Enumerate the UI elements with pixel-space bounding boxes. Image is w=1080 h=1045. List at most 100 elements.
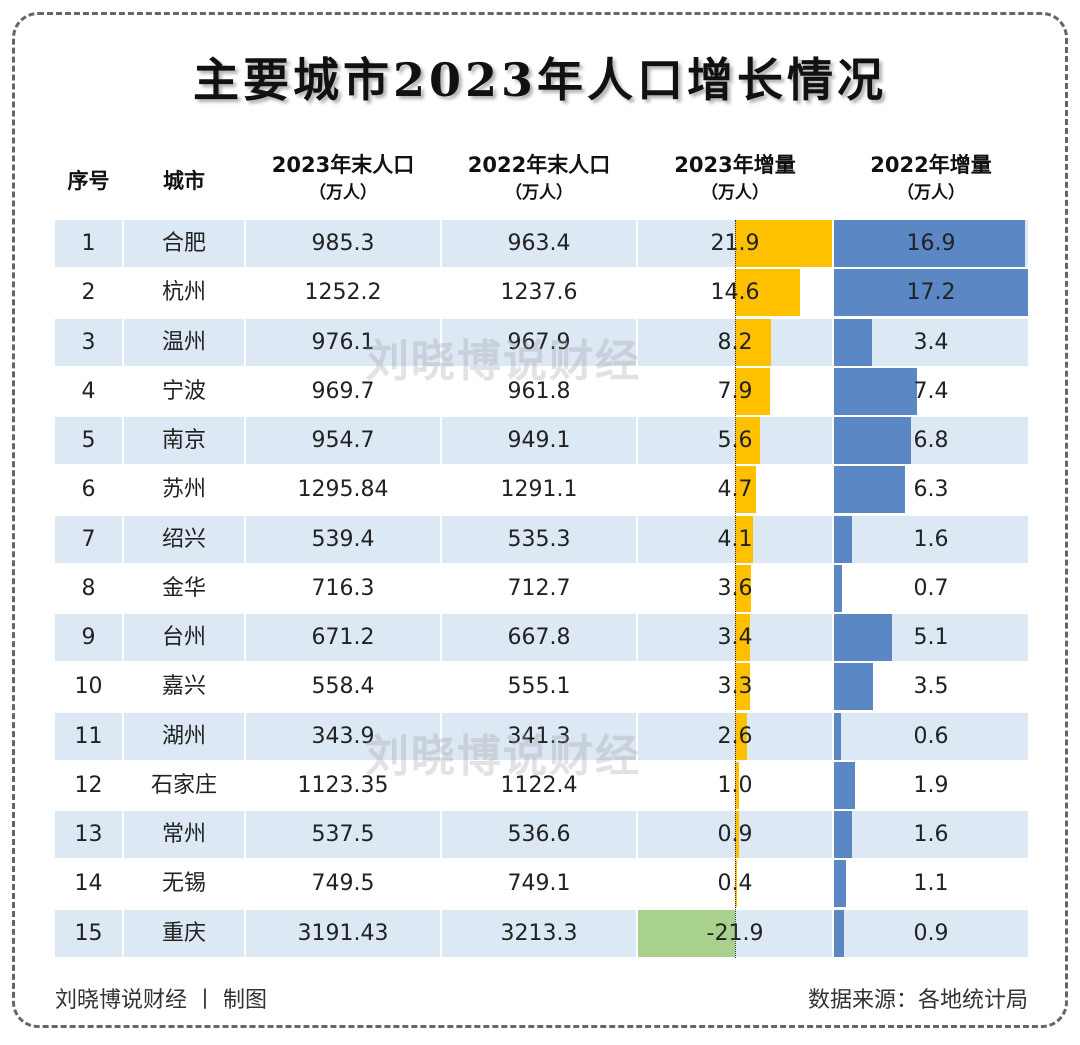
cell-pop-2023: 671.2 [311, 625, 375, 650]
row-band [55, 614, 122, 661]
row-band [124, 318, 244, 366]
row-band [55, 318, 122, 366]
bar-2023-increase [735, 564, 751, 612]
cell-rank: 9 [81, 625, 96, 650]
table-row: 6 苏州 1295.84 1291.1 4.7 6.3 [55, 466, 1028, 514]
cell-increase-2022: 1.6 [913, 822, 949, 847]
cell-city: 台州 [161, 625, 206, 650]
row-band [442, 318, 636, 366]
row-band [442, 417, 636, 464]
cell-pop-2023: 537.5 [311, 822, 375, 847]
cell-city: 石家庄 [150, 772, 217, 798]
table-row: 12 石家庄 1123.35 1122.4 1.0 1.9 [55, 761, 1028, 809]
table-row: 8 金华 716.3 712.7 3.6 0.7 [55, 564, 1028, 612]
cell-pop-2023: 558.4 [311, 674, 375, 700]
cell-pop-2023: 343.9 [311, 723, 375, 749]
row-band [246, 614, 440, 661]
row-band [246, 220, 440, 267]
row-band [442, 614, 636, 661]
cell-increase-2022: 6.8 [913, 428, 949, 453]
column-header-unit: （万人） [309, 183, 377, 203]
row-band [55, 515, 122, 563]
row-band [442, 811, 636, 858]
bar-2022-increase [834, 367, 918, 415]
cell-pop-2022: 1122.4 [500, 772, 578, 798]
bar-2022-increase [834, 761, 856, 809]
bar-2023-increase [735, 466, 756, 514]
cell-pop-2022: 961.8 [507, 378, 571, 404]
bar-2022-increase [834, 515, 853, 563]
bar-2022-increase [834, 417, 911, 464]
row-band [246, 318, 440, 366]
cell-rank: 15 [74, 920, 103, 946]
cell-pop-2022: 535.3 [507, 526, 571, 552]
cell-pop-2023: 969.7 [311, 378, 375, 404]
cell-pop-2022: 1291.1 [500, 477, 578, 503]
cell-rank: 8 [81, 575, 96, 601]
cell-rank: 14 [74, 871, 103, 897]
cell-city: 合肥 [161, 231, 206, 256]
zero-axis-line [735, 220, 736, 958]
cell-increase-2022: 3.5 [913, 674, 949, 700]
page-title: 主要城市2023年人口增长情况 [192, 53, 888, 107]
cell-pop-2023: 539.4 [311, 526, 375, 552]
cell-city: 南京 [161, 428, 206, 453]
cell-city: 苏州 [161, 477, 206, 503]
cell-increase-2023: 21.9 [710, 231, 760, 256]
row-band [246, 811, 440, 858]
column-header-unit: （万人） [505, 183, 573, 203]
cell-rank: 11 [74, 723, 103, 749]
table-row: 15 重庆 3191.43 3213.3 -21.9 0.9 [55, 909, 1028, 957]
bar-2023-increase [735, 663, 750, 711]
cell-pop-2022: 341.3 [507, 723, 571, 749]
cell-rank: 6 [81, 477, 96, 503]
bar-2022-increase [834, 220, 1025, 267]
cell-pop-2022: 667.8 [507, 625, 571, 650]
table-row: 5 南京 954.7 949.1 5.6 6.8 [55, 417, 1028, 464]
row-band [834, 811, 1028, 858]
row-band [124, 712, 244, 760]
bar-2022-increase [834, 466, 906, 514]
cell-increase-2022: 16.9 [906, 231, 956, 256]
cell-increase-2023: 14.6 [710, 280, 760, 306]
bar-2023-increase [735, 614, 751, 661]
cell-rank: 10 [74, 674, 103, 700]
bar-2023-increase [735, 367, 770, 415]
bar-2022-increase [834, 860, 847, 908]
cell-pop-2022: 712.7 [507, 575, 571, 601]
bar-2023-increase [735, 318, 772, 366]
table-row: 11 湖州 343.9 341.3 2.6 0.6 [55, 712, 1028, 760]
footer-credit: 刘晓博说财经 丨 制图 [55, 988, 267, 1013]
cell-pop-2023: 976.1 [311, 329, 375, 355]
cell-city: 无锡 [161, 871, 206, 897]
cell-increase-2022: 3.4 [913, 329, 949, 355]
cell-pop-2023: 954.7 [311, 428, 375, 453]
row-band [834, 515, 1028, 563]
bar-2023-increase [735, 712, 747, 760]
bar-2023-increase [735, 417, 760, 464]
cell-pop-2023: 1123.35 [297, 772, 389, 798]
column-header: 序号 [55, 166, 122, 196]
column-header: 2023年增量 （万人） [638, 150, 832, 206]
cell-increase-2022: 1.6 [913, 526, 949, 552]
bar-2022-increase [834, 712, 841, 760]
footer-source: 数据来源：各地统计局 [807, 988, 1028, 1013]
dashed-frame [12, 12, 1068, 1028]
row-band [246, 417, 440, 464]
column-header-title: 2023年末人口 [271, 153, 415, 177]
bar-2022-increase [834, 811, 853, 858]
bar-2023-increase [735, 220, 832, 267]
cell-increase-2022: 0.7 [913, 575, 949, 601]
row-band [442, 515, 636, 563]
cell-pop-2023: 716.3 [311, 575, 375, 601]
bar-2022-increase [834, 909, 845, 957]
bar-2023-increase [735, 811, 739, 858]
bar-2022-increase [834, 663, 874, 711]
row-band [55, 712, 122, 760]
table-row: 3 温州 976.1 967.9 8.2 3.4 [55, 318, 1028, 366]
bar-2022-increase [834, 614, 892, 661]
cell-increase-2022: 0.6 [913, 723, 949, 749]
column-header: 2023年末人口 （万人） [246, 150, 440, 206]
cell-increase-2022: 1.1 [913, 871, 949, 897]
cell-city: 湖州 [161, 723, 206, 749]
